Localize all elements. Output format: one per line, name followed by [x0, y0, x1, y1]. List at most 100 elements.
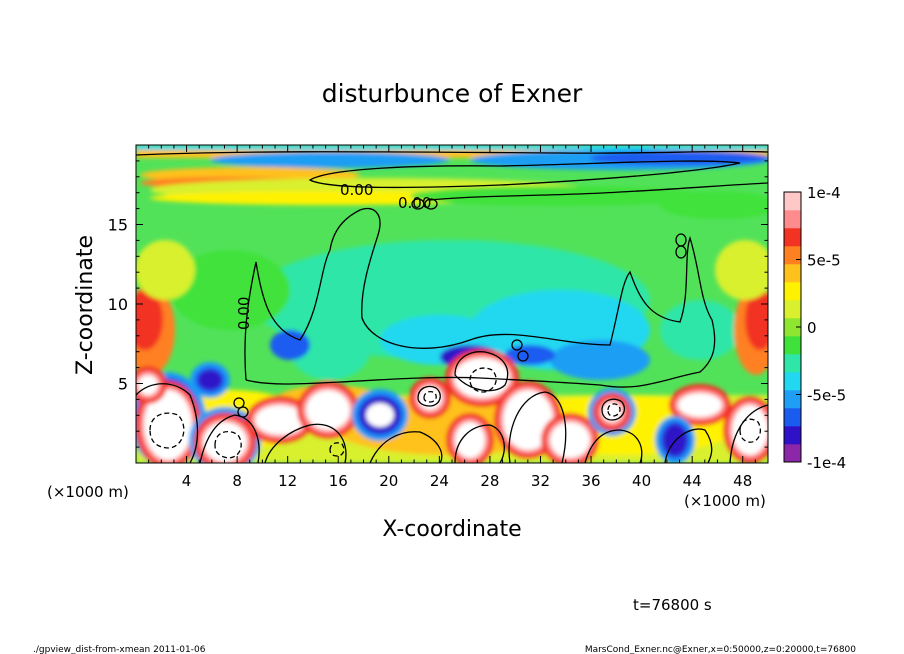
field-patch — [270, 330, 310, 360]
colorbar-band — [784, 210, 801, 229]
x-tick-label: 20 — [379, 472, 398, 490]
colorbar-bands — [784, 192, 801, 463]
field-patch — [136, 290, 163, 350]
field-patch — [745, 290, 768, 350]
contour-line — [199, 414, 260, 463]
contour-line — [424, 198, 438, 210]
colorbar-band — [784, 354, 801, 373]
y-tick-label: 10 — [108, 295, 128, 314]
contour-label: 0.00 — [398, 194, 431, 212]
contour-line — [429, 182, 768, 201]
colorbar: 1e-4 5e-5 0 -5e-5 -1e-4 — [783, 184, 846, 472]
field-patch — [715, 240, 768, 300]
field-patch — [660, 191, 768, 219]
field-patch — [602, 402, 622, 422]
contour-line — [237, 406, 249, 418]
x-tick-label: 4 — [182, 472, 192, 490]
contour-line — [411, 198, 425, 210]
footer-left: ./gpview_dist-from-xmean 2011-01-06 — [33, 645, 206, 654]
contour-line — [136, 383, 199, 463]
x-axis: 4 8 12 16 20 24 28 32 36 40 44 48 — [135, 145, 769, 490]
field-patch — [660, 300, 740, 360]
field-patch — [138, 375, 158, 395]
contour-line — [511, 339, 523, 351]
chart-title: disturbunce of Exner — [322, 79, 583, 108]
contour-line — [517, 350, 529, 362]
contour-line — [369, 431, 443, 463]
contour-line — [508, 391, 567, 463]
colorbar-tick-label: 1e-4 — [807, 184, 841, 202]
x-unit-left: (×1000 m) — [47, 483, 129, 501]
contour-line-negative — [423, 391, 437, 403]
colorbar-tick-label: 5e-5 — [807, 252, 841, 270]
contour-labels: 0.00 0.00 0.00 — [235, 181, 431, 330]
colorbar-band — [784, 318, 801, 337]
contour-line — [601, 398, 626, 421]
contour-line — [584, 429, 643, 463]
contour-line — [264, 423, 347, 463]
field-patch — [732, 405, 768, 455]
y-axis-label: Z-coordinate — [73, 235, 98, 375]
field-patch — [170, 250, 290, 330]
colorbar-band — [784, 192, 801, 211]
contour-label: 0.00 — [340, 181, 373, 199]
colorbar-band — [784, 264, 801, 283]
field-patch — [198, 370, 222, 390]
contour-line — [675, 233, 687, 247]
x-tick-label: 16 — [329, 472, 348, 490]
contour-label: 0.00 — [235, 297, 253, 330]
contour-line-negative — [607, 403, 621, 417]
plot-area: 0.00 0.00 0.00 — [135, 144, 769, 464]
field-patch — [678, 393, 722, 417]
field-band — [136, 150, 768, 158]
colorbar-tick-label: -1e-4 — [807, 454, 846, 472]
field-patch — [306, 390, 350, 430]
colorbar-band — [784, 426, 801, 445]
x-tick-label: 40 — [632, 472, 651, 490]
contour-line — [136, 150, 768, 156]
colorbar-band — [784, 408, 801, 427]
field-shading — [136, 145, 768, 463]
contour-line — [233, 397, 245, 409]
field-patch — [503, 390, 553, 450]
field-patch — [255, 405, 305, 435]
contour-line-negative — [149, 412, 185, 449]
x-tick-label: 28 — [480, 472, 499, 490]
colorbar-band — [784, 228, 801, 247]
contour-line — [454, 424, 505, 463]
x-tick-label: 44 — [683, 472, 702, 490]
field-patch — [663, 424, 687, 456]
x-tick-label: 12 — [278, 472, 297, 490]
field-patch — [550, 340, 650, 380]
field-patch — [203, 422, 247, 462]
y-tick-label: 15 — [108, 216, 128, 235]
x-tick-label: 24 — [430, 472, 449, 490]
contour-line-negative — [214, 431, 242, 459]
contour-line — [729, 404, 768, 463]
contour-line — [454, 351, 509, 392]
colorbar-band — [784, 390, 801, 409]
contour-line — [417, 385, 441, 407]
y-tick-label: 5 — [118, 375, 128, 394]
x-tick-label: 32 — [531, 472, 550, 490]
field-patch — [455, 422, 485, 458]
x-tick-label: 36 — [581, 472, 600, 490]
field-patch — [550, 422, 590, 458]
x-axis-label: X-coordinate — [382, 517, 521, 542]
colorbar-tick-label: -5e-5 — [807, 387, 846, 405]
y-axis: 5 10 15 — [108, 144, 768, 464]
contour-line — [308, 160, 741, 189]
contour-line — [664, 428, 713, 463]
field-patch — [290, 320, 370, 380]
colorbar-band — [784, 336, 801, 355]
field-blobs — [136, 145, 768, 463]
field-patch — [210, 152, 450, 168]
colorbar-band — [784, 282, 801, 301]
colorbar-band — [784, 246, 801, 265]
footer-right: MarsCond_Exner.nc@Exner,x=0:50000,z=0:20… — [585, 645, 856, 654]
contour-line-negative — [329, 442, 345, 457]
contour-line-negative — [469, 367, 497, 393]
colorbar-band — [784, 444, 801, 463]
field-patch — [366, 403, 394, 427]
